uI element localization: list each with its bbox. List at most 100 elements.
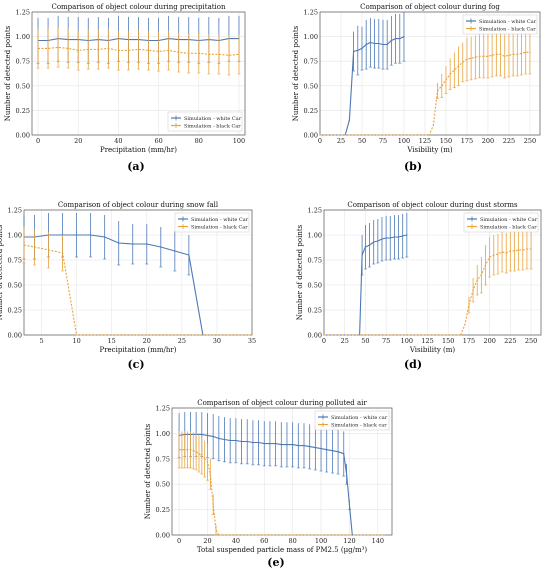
series-1 [323,229,533,336]
data-point [208,53,210,55]
data-point [309,446,311,448]
data-point [174,334,176,336]
x-tick-label: 175 [461,137,473,145]
data-point [67,47,69,50]
data-point [351,534,353,536]
y-tick-label: 0.25 [304,107,318,115]
x-tick-label: 60 [154,137,162,145]
legend: Simulation - white Car Simulation - black… [167,111,243,132]
data-point [348,119,350,121]
data-point [361,47,363,50]
data-point [487,55,489,57]
data-point [436,90,439,92]
data-point [107,47,109,50]
x-tick-label: 25 [178,337,186,345]
x-axis-label: Total suspended particle mass of PM2.5 (… [197,546,368,554]
legend-box [167,111,243,132]
y-axis-label: Number of detected points [292,25,300,121]
data-point [181,449,183,451]
series-line [23,244,252,336]
legend: Simulation - white Car Simulation - black… [463,212,539,233]
data-point [104,334,106,336]
x-tick-label: 5 [39,337,43,345]
legend-box [462,14,538,35]
data-point [364,246,367,248]
x-tick-label: 30 [213,337,221,345]
data-point [90,334,92,336]
y-tick-label: 0.25 [16,107,30,115]
y-axis-label: Number of detected points [296,224,304,320]
data-point [160,334,162,336]
data-point [505,252,507,254]
data-point [520,52,523,54]
chart-title: Comparison of object colour during pollu… [197,399,367,407]
data-point [198,52,200,54]
data-point [244,334,246,336]
data-point [472,289,474,291]
data-point [286,443,288,446]
x-tick-label: 175 [463,337,475,345]
series-line [38,46,240,56]
legend-label: Simulation - black Car [479,27,536,33]
data-point [428,134,430,136]
legend-label: Simulation - white Car [191,217,249,223]
x-axis-label: Precipitation (mm/hr) [100,146,177,154]
data-point [462,61,464,63]
data-point [215,529,217,531]
data-point [314,447,316,449]
data-point [228,54,230,56]
legend-box [174,212,250,233]
data-point [508,54,510,56]
y-tick-label: 0.50 [16,82,30,90]
y-tick-label: 1.25 [308,207,322,215]
data-point [470,57,472,59]
data-point [263,442,265,445]
caption-c: (c) [127,358,145,371]
data-point [160,246,162,248]
y-tick-label: 0.00 [8,332,22,340]
y-tick-label: 0.00 [156,532,170,540]
x-tick-label: 0 [318,137,322,145]
data-point [168,49,170,51]
x-tick-label: 140 [372,537,384,545]
y-tick-label: 0.00 [304,132,318,140]
data-point [484,264,487,266]
data-point [23,244,25,246]
data-point [303,444,305,447]
data-point [529,51,531,53]
data-point [238,53,240,55]
chart-panel-1: 0.00 0.25 0.50 0.75 1.00 1.25 0 25 50 75 100 125 150… [292,3,541,154]
data-point [406,234,408,236]
data-point [104,236,106,238]
x-tick-label: 75 [379,137,387,145]
data-point [368,244,371,246]
series-1 [319,30,532,136]
y-axis-label: Number of detected points [144,423,152,519]
x-tick-label: 20 [74,137,82,145]
data-point [381,238,383,240]
data-point [132,334,134,336]
data-point [218,437,220,440]
data-point [118,334,120,336]
data-point [495,53,497,55]
data-point [466,58,468,60]
data-point [157,50,160,52]
data-point [449,73,451,75]
data-point [468,304,470,306]
data-point [184,449,186,451]
legend: Simulation - white Car Simulation - black… [462,14,538,35]
data-point [263,534,265,536]
data-point [230,334,232,336]
data-point [57,46,59,49]
data-point [323,334,325,336]
data-point [76,234,78,236]
data-point [445,79,447,81]
legend: Simulation - white car Simulation - black… [314,410,390,431]
data-point [399,37,401,40]
data-point [252,441,254,444]
x-tick-label: 150 [442,337,454,345]
x-tick-label: 10 [72,337,80,345]
series-0 [323,213,409,336]
data-point [280,443,282,446]
data-point [275,442,277,445]
